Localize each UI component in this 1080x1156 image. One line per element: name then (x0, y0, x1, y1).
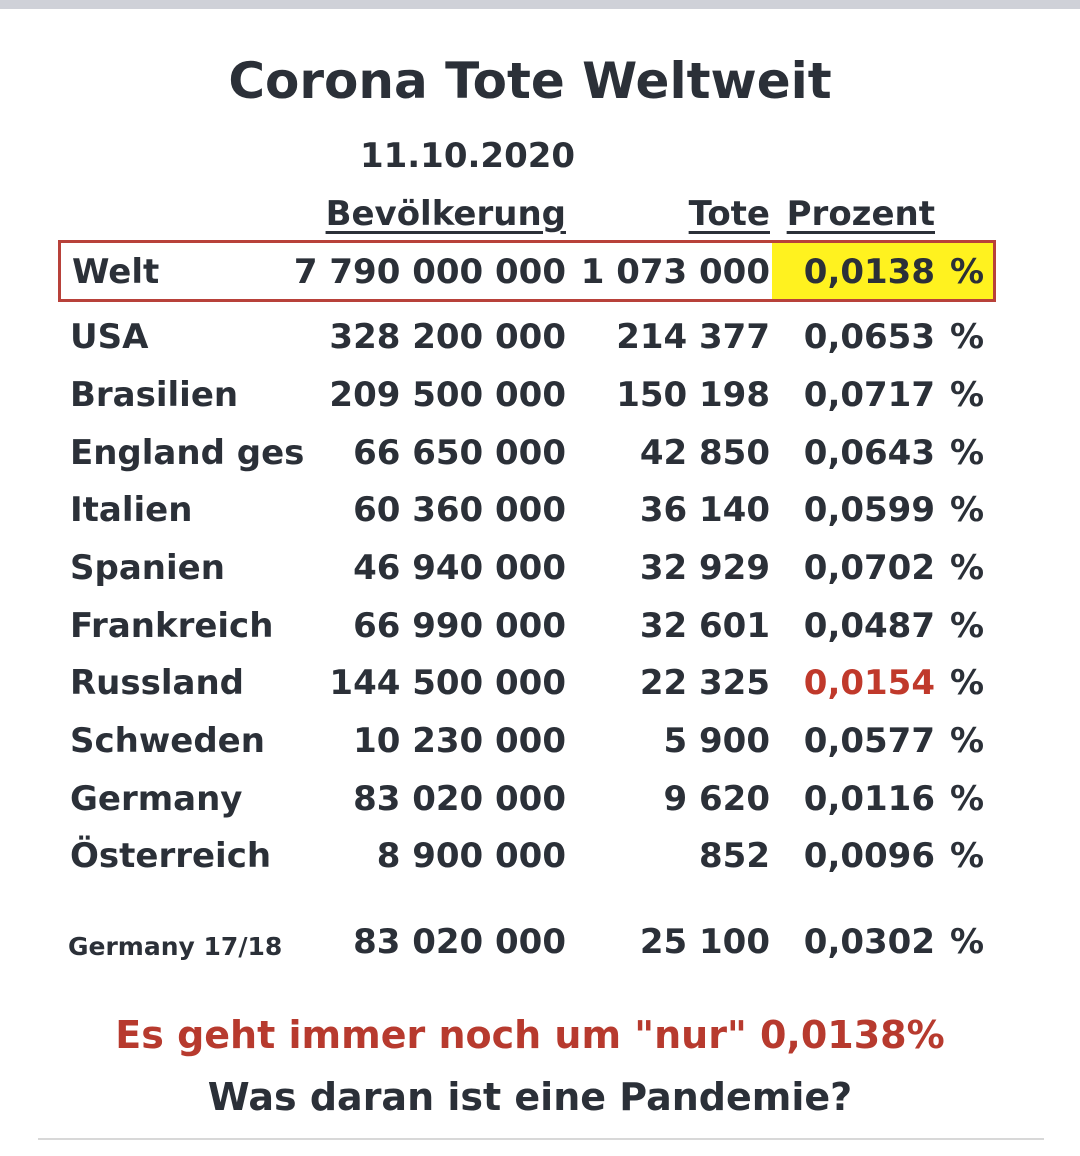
row-name: Russland (70, 663, 245, 703)
row-percent: 0,0138 (803, 252, 935, 292)
row-percent: 0,0717 (803, 375, 935, 415)
row-deaths: 42 850 (639, 433, 770, 473)
table-row: USA 328 200 000 214 377 0,0653 % (0, 313, 1080, 363)
table-row: Italien 60 360 000 36 140 0,0599 % (0, 486, 1080, 536)
row-percent: 0,0653 (803, 317, 935, 357)
table-row: Spanien 46 940 000 32 929 0,0702 % (0, 544, 1080, 594)
row-unit: % (950, 779, 985, 819)
table-row: Germany 83 020 000 9 620 0,0116 % (0, 775, 1080, 825)
table-row: Brasilien 209 500 000 150 198 0,0717 % (0, 371, 1080, 421)
row-name: Frankreich (70, 606, 274, 646)
row-name: Italien (70, 490, 193, 530)
row-deaths: 25 100 (639, 922, 770, 962)
header-deaths: Tote (688, 194, 770, 234)
row-population: 144 500 000 (329, 663, 566, 703)
row-percent: 0,0577 (803, 721, 935, 761)
row-deaths: 852 (699, 836, 770, 876)
row-name: Brasilien (70, 375, 239, 415)
table-row: Frankreich 66 990 000 32 601 0,0487 % (0, 602, 1080, 652)
row-unit: % (950, 663, 985, 703)
row-deaths: 150 198 (616, 375, 770, 415)
row-unit: % (950, 548, 985, 588)
top-bar (0, 0, 1080, 9)
row-deaths: 9 620 (663, 779, 770, 819)
row-percent: 0,0643 (803, 433, 935, 473)
row-population: 7 790 000 000 (293, 252, 566, 292)
table-row: England ges 66 650 000 42 850 0,0643 % (0, 429, 1080, 479)
row-name: USA (70, 317, 149, 357)
row-unit: % (950, 433, 985, 473)
welt-percent-highlight (772, 243, 993, 299)
row-deaths: 36 140 (639, 490, 770, 530)
row-deaths: 214 377 (616, 317, 770, 357)
row-deaths: 22 325 (639, 663, 770, 703)
row-unit: % (950, 317, 985, 357)
row-percent: 0,0096 (803, 836, 935, 876)
row-population: 60 360 000 (353, 490, 566, 530)
table-row-welt: Welt 7 790 000 000 1 073 000 0,0138 % (0, 248, 1080, 298)
row-deaths: 32 601 (639, 606, 770, 646)
row-population: 66 990 000 (353, 606, 566, 646)
row-population: 10 230 000 (353, 721, 566, 761)
table-row: Schweden 10 230 000 5 900 0,0577 % (0, 717, 1080, 767)
footer-line-1: Es geht immer noch um "nur" 0,0138% (115, 1013, 945, 1057)
row-deaths: 1 073 000 (580, 252, 770, 292)
date-label: 11.10.2020 (359, 136, 576, 176)
row-unit: % (950, 836, 985, 876)
row-unit: % (950, 375, 985, 415)
row-percent: 0,0599 (803, 490, 935, 530)
row-unit: % (950, 721, 985, 761)
divider (38, 1138, 1044, 1140)
row-population: 83 020 000 (353, 922, 566, 962)
table-row: Russland 144 500 000 22 325 0,0154 % (0, 659, 1080, 709)
page-title: Corona Tote Weltweit (228, 52, 832, 110)
row-percent: 0,0487 (803, 606, 935, 646)
row-name: Germany (70, 779, 243, 819)
table-row: Österreich 8 900 000 852 0,0096 % (0, 832, 1080, 882)
row-population: 46 940 000 (353, 548, 566, 588)
row-unit: % (950, 606, 985, 646)
header-percent: Prozent (786, 194, 935, 234)
welt-row-box (58, 240, 996, 302)
row-name: Schweden (70, 721, 265, 761)
row-name: England ges (70, 433, 305, 473)
footer-line-2: Was daran ist eine Pandemie? (207, 1075, 853, 1119)
row-name: Spanien (70, 548, 225, 588)
row-unit: % (950, 922, 985, 962)
row-percent: 0,0154 (803, 663, 935, 703)
row-deaths: 5 900 (663, 721, 770, 761)
row-population: 209 500 000 (329, 375, 566, 415)
row-percent: 0,0702 (803, 548, 935, 588)
row-population: 66 650 000 (353, 433, 566, 473)
row-unit: % (950, 252, 985, 292)
row-unit: % (950, 490, 985, 530)
header-population: Bevölkerung (325, 194, 566, 234)
row-population: 83 020 000 (353, 779, 566, 819)
row-deaths: 32 929 (639, 548, 770, 588)
row-percent: 0,0116 (803, 779, 935, 819)
row-name: Germany 17/18 (68, 932, 283, 961)
table-row-germany-1718: Germany 17/18 83 020 000 25 100 0,0302 % (0, 918, 1080, 968)
row-percent: 0,0302 (803, 922, 935, 962)
row-name: Österreich (70, 836, 272, 876)
row-population: 328 200 000 (329, 317, 566, 357)
row-population: 8 900 000 (376, 836, 566, 876)
row-name: Welt (72, 252, 160, 292)
